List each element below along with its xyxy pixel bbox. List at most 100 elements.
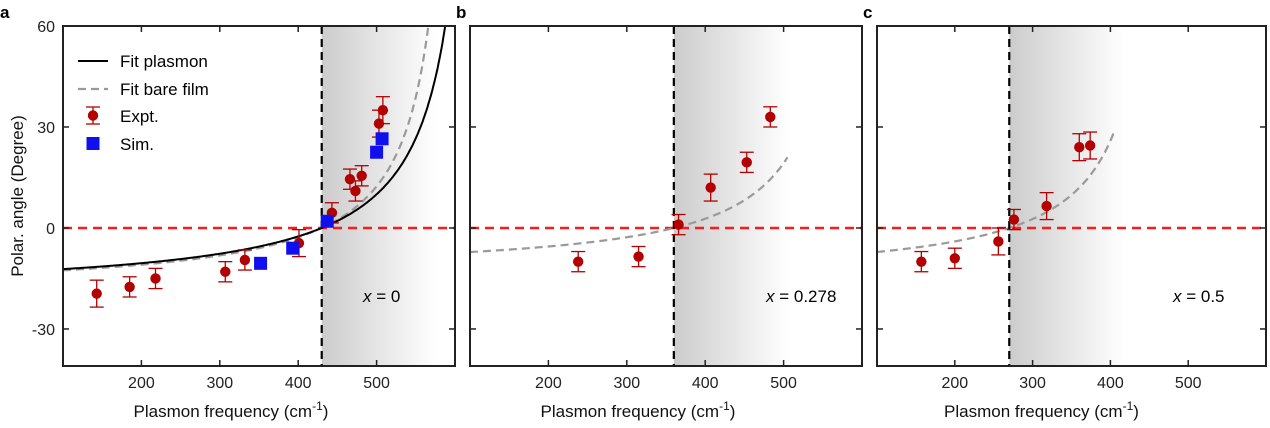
expt-marker	[949, 253, 960, 264]
panel-b: 200 300 400 500 b Plasmon frequency (cm-1) x =…	[456, 3, 863, 421]
x-axis-label: Plasmon frequency (cm-1)	[134, 399, 329, 421]
expt-point	[1006, 208, 1021, 231]
expt-point	[991, 227, 1006, 256]
shaded-region	[321, 26, 437, 366]
axes-frame	[62, 25, 456, 367]
legend-label-fit-plasmon: Fit plasmon	[120, 52, 208, 71]
composition-variable: x	[765, 287, 775, 306]
shaded-region	[1009, 26, 1125, 366]
x-tick-label: 200	[535, 375, 562, 392]
fit-plasmon-curve	[63, 26, 447, 271]
composition-value: = 0.5	[1182, 287, 1225, 306]
panel-label: b	[456, 3, 466, 22]
expt-marker	[673, 219, 684, 230]
expt-marker	[356, 170, 367, 182]
x-tick-label: 500	[770, 375, 797, 392]
expt-point	[763, 106, 778, 128]
expt-marker	[633, 251, 644, 262]
legend-label-sim: Sim.	[120, 135, 154, 154]
expt-point	[237, 249, 252, 271]
expt-marker	[344, 173, 356, 185]
sim-marker	[254, 256, 268, 270]
y-tick-label: 30	[37, 120, 55, 137]
expt-point	[1039, 191, 1054, 221]
expt-point	[914, 250, 929, 273]
y-tick-label: 0	[46, 221, 55, 238]
composition-variable: x	[362, 287, 372, 306]
panel-a: 200 300 400 500 -30 0 30 60 a Plasmon frequency (…	[0, 3, 456, 421]
x-axis-label-text: Plasmon frequency (cm	[944, 402, 1123, 421]
legend-label-fit-bare: Fit bare film	[120, 80, 209, 99]
expt-point	[571, 250, 586, 273]
x-tick-label: 500	[1175, 375, 1202, 392]
x-tick-label: 200	[941, 375, 968, 392]
expt-marker	[124, 281, 135, 293]
expt-point	[703, 173, 718, 202]
legend-swatch-expt	[87, 110, 99, 121]
expt-marker	[350, 185, 361, 197]
sim-marker	[320, 214, 334, 228]
x-axis-label-text: Plasmon frequency (cm	[541, 402, 720, 421]
expt-marker	[916, 256, 927, 267]
expt-marker	[765, 111, 776, 123]
expt-point	[218, 260, 233, 283]
axes-frame	[469, 25, 863, 367]
x-tick-label: 300	[1019, 375, 1046, 392]
x-axis-label-text: Plasmon frequency (cm	[134, 402, 313, 421]
composition-value: = 0.278	[775, 287, 837, 306]
expt-marker	[572, 256, 584, 267]
expt-point	[671, 213, 686, 236]
x-axis-label-sup: -1	[312, 399, 323, 413]
expt-marker	[377, 104, 389, 116]
expt-marker	[239, 254, 251, 266]
expt-point	[122, 276, 137, 298]
expt-marker	[1084, 140, 1096, 151]
x-tick-label: 500	[363, 375, 390, 392]
expt-marker	[993, 236, 1004, 247]
panel-c: 200 300 400 500 c Plasmon frequency (cm-1) x =…	[863, 3, 1267, 421]
composition-value: = 0	[372, 287, 401, 306]
sim-marker	[286, 241, 300, 255]
x-tick-label: 400	[1097, 375, 1124, 392]
sim-marker	[370, 145, 384, 159]
x-axis-label-sup: -1	[1123, 399, 1134, 413]
expt-point	[739, 151, 754, 174]
x-tick-label: 400	[692, 375, 719, 392]
expt-marker	[1041, 200, 1052, 212]
x-axis-label: Plasmon frequency (cm-1)	[944, 399, 1139, 421]
expt-point	[375, 96, 390, 125]
axes-frame	[876, 25, 1267, 367]
y-tick-label: 60	[37, 19, 55, 36]
expt-point	[631, 245, 646, 268]
x-tick-label: 400	[285, 375, 312, 392]
expt-point	[348, 180, 363, 202]
legend: Fit plasmon Fit bare film Expt. Sim.	[78, 52, 209, 154]
fit-bare-film-curve	[63, 26, 430, 272]
expt-marker	[1074, 141, 1085, 153]
x-axis-label-sup: -1	[719, 399, 730, 413]
fit-bare-film-curve	[470, 156, 789, 254]
panel-label: c	[863, 3, 872, 22]
shaded-region	[673, 26, 789, 366]
expt-marker	[150, 273, 161, 284]
composition-annotation: x = 0	[362, 287, 400, 306]
composition-variable: x	[1172, 287, 1182, 306]
x-axis-label-close: )	[730, 402, 736, 421]
x-tick-label: 200	[128, 375, 155, 392]
expt-point	[89, 279, 104, 308]
expt-marker	[91, 288, 102, 299]
expt-marker	[705, 182, 716, 193]
y-tick-label: -30	[32, 322, 55, 339]
plot-area-c	[877, 26, 1266, 366]
composition-annotation: x = 0.5	[1172, 287, 1225, 306]
expt-point	[1072, 133, 1087, 162]
expt-point	[354, 165, 369, 187]
panel-label: a	[0, 3, 10, 22]
legend-label-expt: Expt.	[120, 107, 159, 126]
expt-marker	[1008, 214, 1020, 225]
plot-area-b	[470, 26, 862, 366]
y-axis-label: Polar. angle (Degree)	[8, 115, 27, 277]
composition-annotation: x = 0.278	[765, 287, 836, 306]
plot-area-a	[63, 26, 455, 366]
